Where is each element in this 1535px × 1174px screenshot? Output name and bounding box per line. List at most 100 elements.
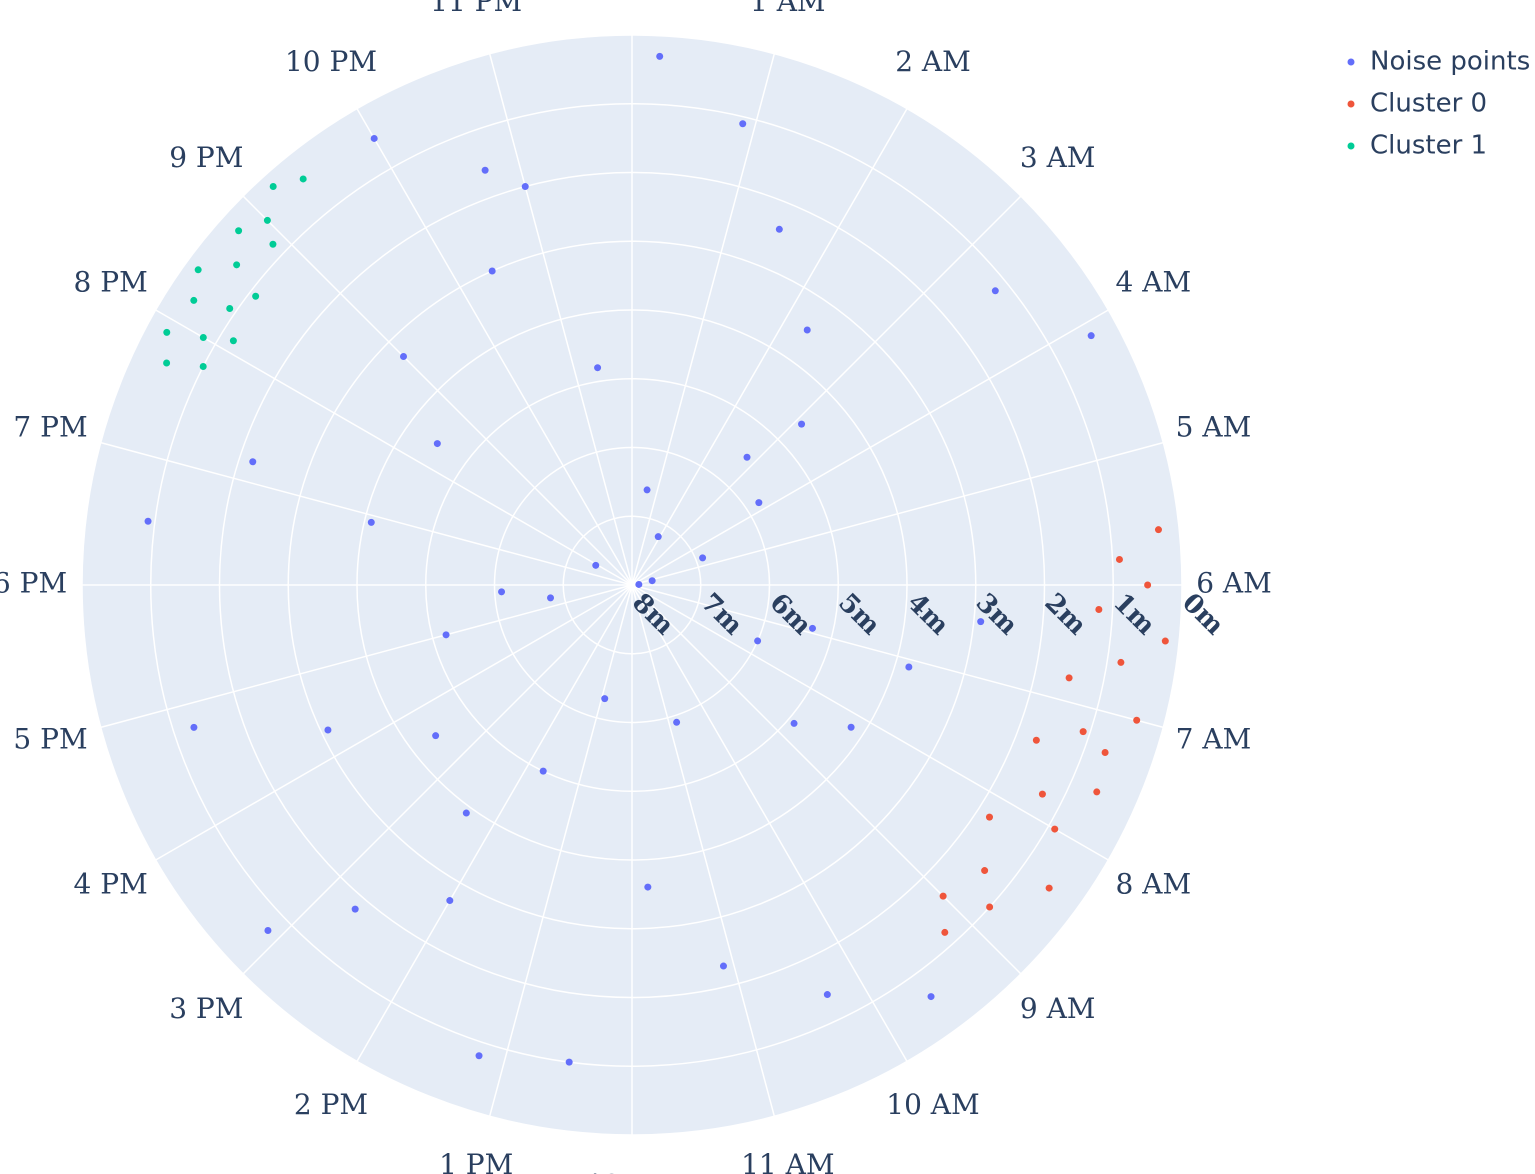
angular-tick-label: 12 PM <box>586 1169 678 1174</box>
data-point <box>654 533 662 541</box>
data-point <box>539 767 547 775</box>
angular-tick-label: 7 AM <box>1176 722 1252 755</box>
angular-tick-label: 3 PM <box>169 992 243 1025</box>
data-point <box>233 261 241 269</box>
angular-grid-line <box>100 584 633 729</box>
angular-grid-line <box>155 584 633 861</box>
data-point <box>1101 749 1109 757</box>
angular-grid-line <box>631 584 1022 975</box>
angular-grid-line <box>631 584 1109 861</box>
data-point <box>1032 736 1040 744</box>
angular-tick-label: 6 AM <box>1196 567 1272 600</box>
legend-label[interactable]: Cluster 0 <box>1370 89 1487 119</box>
data-point <box>1133 716 1141 724</box>
data-point <box>432 732 440 740</box>
angular-tick-label: 8 AM <box>1116 868 1192 901</box>
angular-grid-line <box>631 309 1109 586</box>
data-point <box>269 182 277 190</box>
data-point <box>264 926 272 934</box>
data-point <box>1095 605 1103 613</box>
data-point <box>462 809 470 817</box>
data-point <box>498 588 506 596</box>
data-point <box>199 363 207 371</box>
data-point <box>190 296 198 304</box>
data-point <box>229 337 237 345</box>
data-point <box>370 134 378 142</box>
data-point <box>144 517 152 525</box>
angular-tick-label: 6 PM <box>0 567 67 600</box>
data-point <box>977 618 985 626</box>
angular-tick-label: 5 AM <box>1176 411 1252 444</box>
angular-tick-label: 2 PM <box>294 1088 368 1121</box>
data-point <box>194 266 202 274</box>
data-point <box>644 883 652 891</box>
data-point <box>847 723 855 731</box>
data-point <box>1045 884 1053 892</box>
data-point <box>981 867 989 875</box>
data-point <box>927 993 935 1001</box>
angular-tick-label: 1 AM <box>750 0 826 18</box>
data-point <box>521 183 529 191</box>
angular-grid-line <box>155 309 633 586</box>
angular-tick-label: 10 AM <box>886 1088 979 1121</box>
data-point <box>249 458 257 466</box>
data-point <box>673 718 681 726</box>
data-point <box>656 52 664 60</box>
data-point <box>351 905 359 913</box>
angular-tick-label: 5 PM <box>13 722 87 755</box>
data-point <box>635 580 643 588</box>
legend-label[interactable]: Cluster 1 <box>1370 131 1487 161</box>
angular-grid-line <box>631 53 776 586</box>
legend-marker <box>1347 100 1355 108</box>
legend-label[interactable]: Noise points <box>1370 47 1530 77</box>
data-point <box>986 903 994 911</box>
data-point <box>755 499 763 507</box>
data-point <box>163 328 171 336</box>
data-point <box>163 359 171 367</box>
data-point <box>199 334 207 341</box>
data-point <box>1079 728 1087 736</box>
data-point <box>433 440 441 448</box>
data-point <box>803 326 811 334</box>
data-point <box>985 813 993 821</box>
angular-grid-line <box>631 584 908 1062</box>
data-point <box>790 719 798 727</box>
data-point <box>475 1052 483 1060</box>
angular-grid-line <box>100 441 633 586</box>
data-point <box>1144 581 1152 589</box>
angular-grid-line <box>631 584 776 1117</box>
data-point <box>939 892 947 900</box>
angular-tick-label: 4 AM <box>1116 266 1192 299</box>
angular-grid-line <box>356 108 633 586</box>
angular-grid-line <box>488 53 633 586</box>
data-point <box>699 554 707 562</box>
angular-tick-label: 2 AM <box>895 45 971 78</box>
angular-grid-line <box>631 108 908 586</box>
data-point <box>743 453 751 461</box>
data-point <box>643 486 651 494</box>
data-point <box>324 726 332 734</box>
data-point <box>1065 674 1073 682</box>
data-point <box>190 723 198 731</box>
data-point <box>594 364 602 372</box>
data-point <box>226 305 234 313</box>
data-point <box>1161 637 1169 645</box>
data-point <box>739 120 747 128</box>
data-point <box>1115 555 1123 563</box>
data-point <box>808 624 816 632</box>
data-point <box>1117 658 1125 666</box>
data-point <box>400 353 408 361</box>
angular-tick-label: 4 PM <box>74 868 148 901</box>
data-point <box>446 897 454 905</box>
data-point <box>941 928 949 936</box>
data-point <box>481 166 489 174</box>
angular-grid-line <box>631 195 1022 586</box>
angular-tick-label: 8 PM <box>74 266 148 299</box>
angular-tick-label: 11 PM <box>430 0 522 18</box>
data-point <box>823 991 831 999</box>
data-point <box>1051 825 1059 833</box>
data-point <box>1038 790 1046 798</box>
data-point <box>235 227 243 235</box>
angular-tick-label: 1 PM <box>439 1148 513 1174</box>
angular-grid-line <box>242 584 633 975</box>
